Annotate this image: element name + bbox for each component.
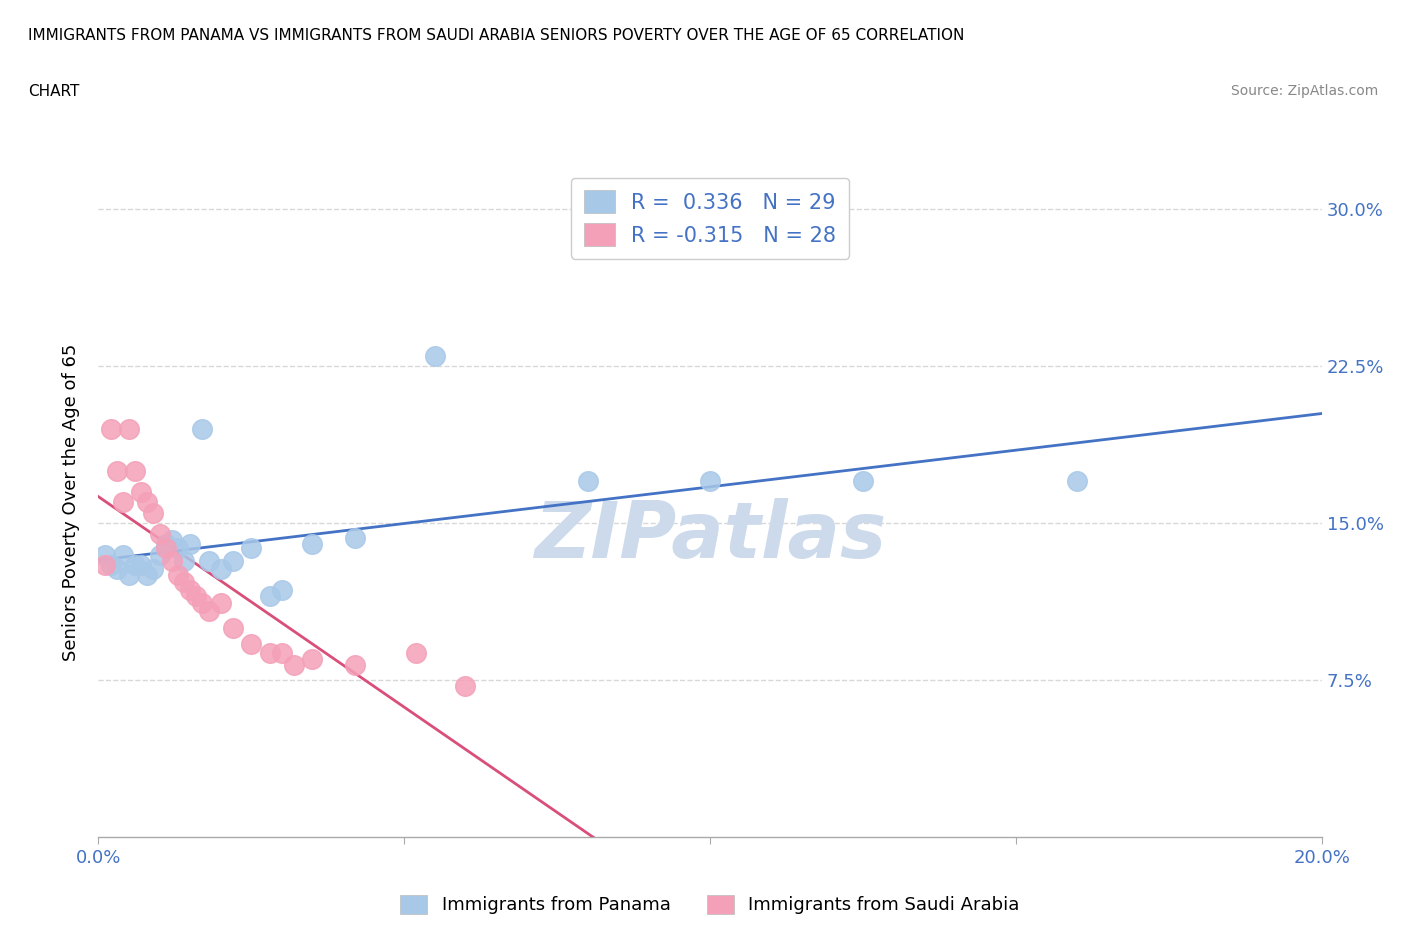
Point (129, 558, 152, 573)
Point (155, 541, 177, 556)
Point (270, 645, 292, 660)
Text: ZIPatlas: ZIPatlas (534, 498, 886, 574)
Point (173, 575, 195, 590)
Point (270, 582, 292, 598)
Point (344, 658, 367, 673)
Point (240, 541, 263, 556)
Point (142, 505, 165, 520)
Point (191, 595, 214, 610)
Point (179, 537, 201, 551)
Point (283, 658, 305, 673)
Point (167, 568, 190, 583)
Point (454, 679, 477, 694)
Point (222, 620, 245, 635)
Point (149, 526, 172, 541)
Point (155, 537, 177, 551)
Point (100, 558, 122, 573)
Point (118, 568, 141, 583)
Legend: Immigrants from Panama, Immigrants from Saudi Arabia: Immigrants from Panama, Immigrants from … (394, 888, 1026, 922)
Point (222, 553, 245, 568)
Point (118, 421, 141, 436)
Point (259, 645, 281, 660)
Point (852, 474, 875, 489)
Point (136, 495, 159, 510)
Y-axis label: Seniors Poverty Over the Age of 65: Seniors Poverty Over the Age of 65 (62, 343, 80, 661)
Point (179, 582, 201, 598)
Point (93, 547, 115, 562)
Point (344, 530, 367, 545)
Point (209, 562, 232, 577)
Point (405, 645, 427, 660)
Point (173, 553, 195, 568)
Point (197, 553, 219, 568)
Point (105, 463, 128, 478)
Point (160, 533, 183, 548)
Point (1066, 474, 1088, 489)
Text: IMMIGRANTS FROM PANAMA VS IMMIGRANTS FROM SAUDI ARABIA SENIORS POVERTY OVER THE : IMMIGRANTS FROM PANAMA VS IMMIGRANTS FRO… (28, 28, 965, 43)
Point (576, 474, 599, 489)
Point (124, 558, 146, 573)
Point (209, 595, 232, 610)
Point (240, 637, 263, 652)
Point (301, 652, 323, 667)
Point (129, 485, 152, 499)
Point (191, 421, 214, 436)
Point (105, 562, 128, 577)
Point (301, 537, 323, 551)
Point (100, 421, 122, 436)
Point (136, 568, 159, 583)
Point (186, 589, 208, 604)
Text: CHART: CHART (28, 84, 80, 99)
Point (423, 349, 446, 364)
Point (124, 463, 146, 478)
Point (111, 547, 134, 562)
Point (160, 553, 183, 568)
Point (197, 604, 219, 618)
Text: Source: ZipAtlas.com: Source: ZipAtlas.com (1230, 84, 1378, 98)
Point (149, 547, 172, 562)
Point (111, 495, 134, 510)
Point (259, 589, 281, 604)
Point (167, 541, 190, 556)
Point (93, 558, 115, 573)
Point (142, 562, 165, 577)
Point (699, 474, 721, 489)
